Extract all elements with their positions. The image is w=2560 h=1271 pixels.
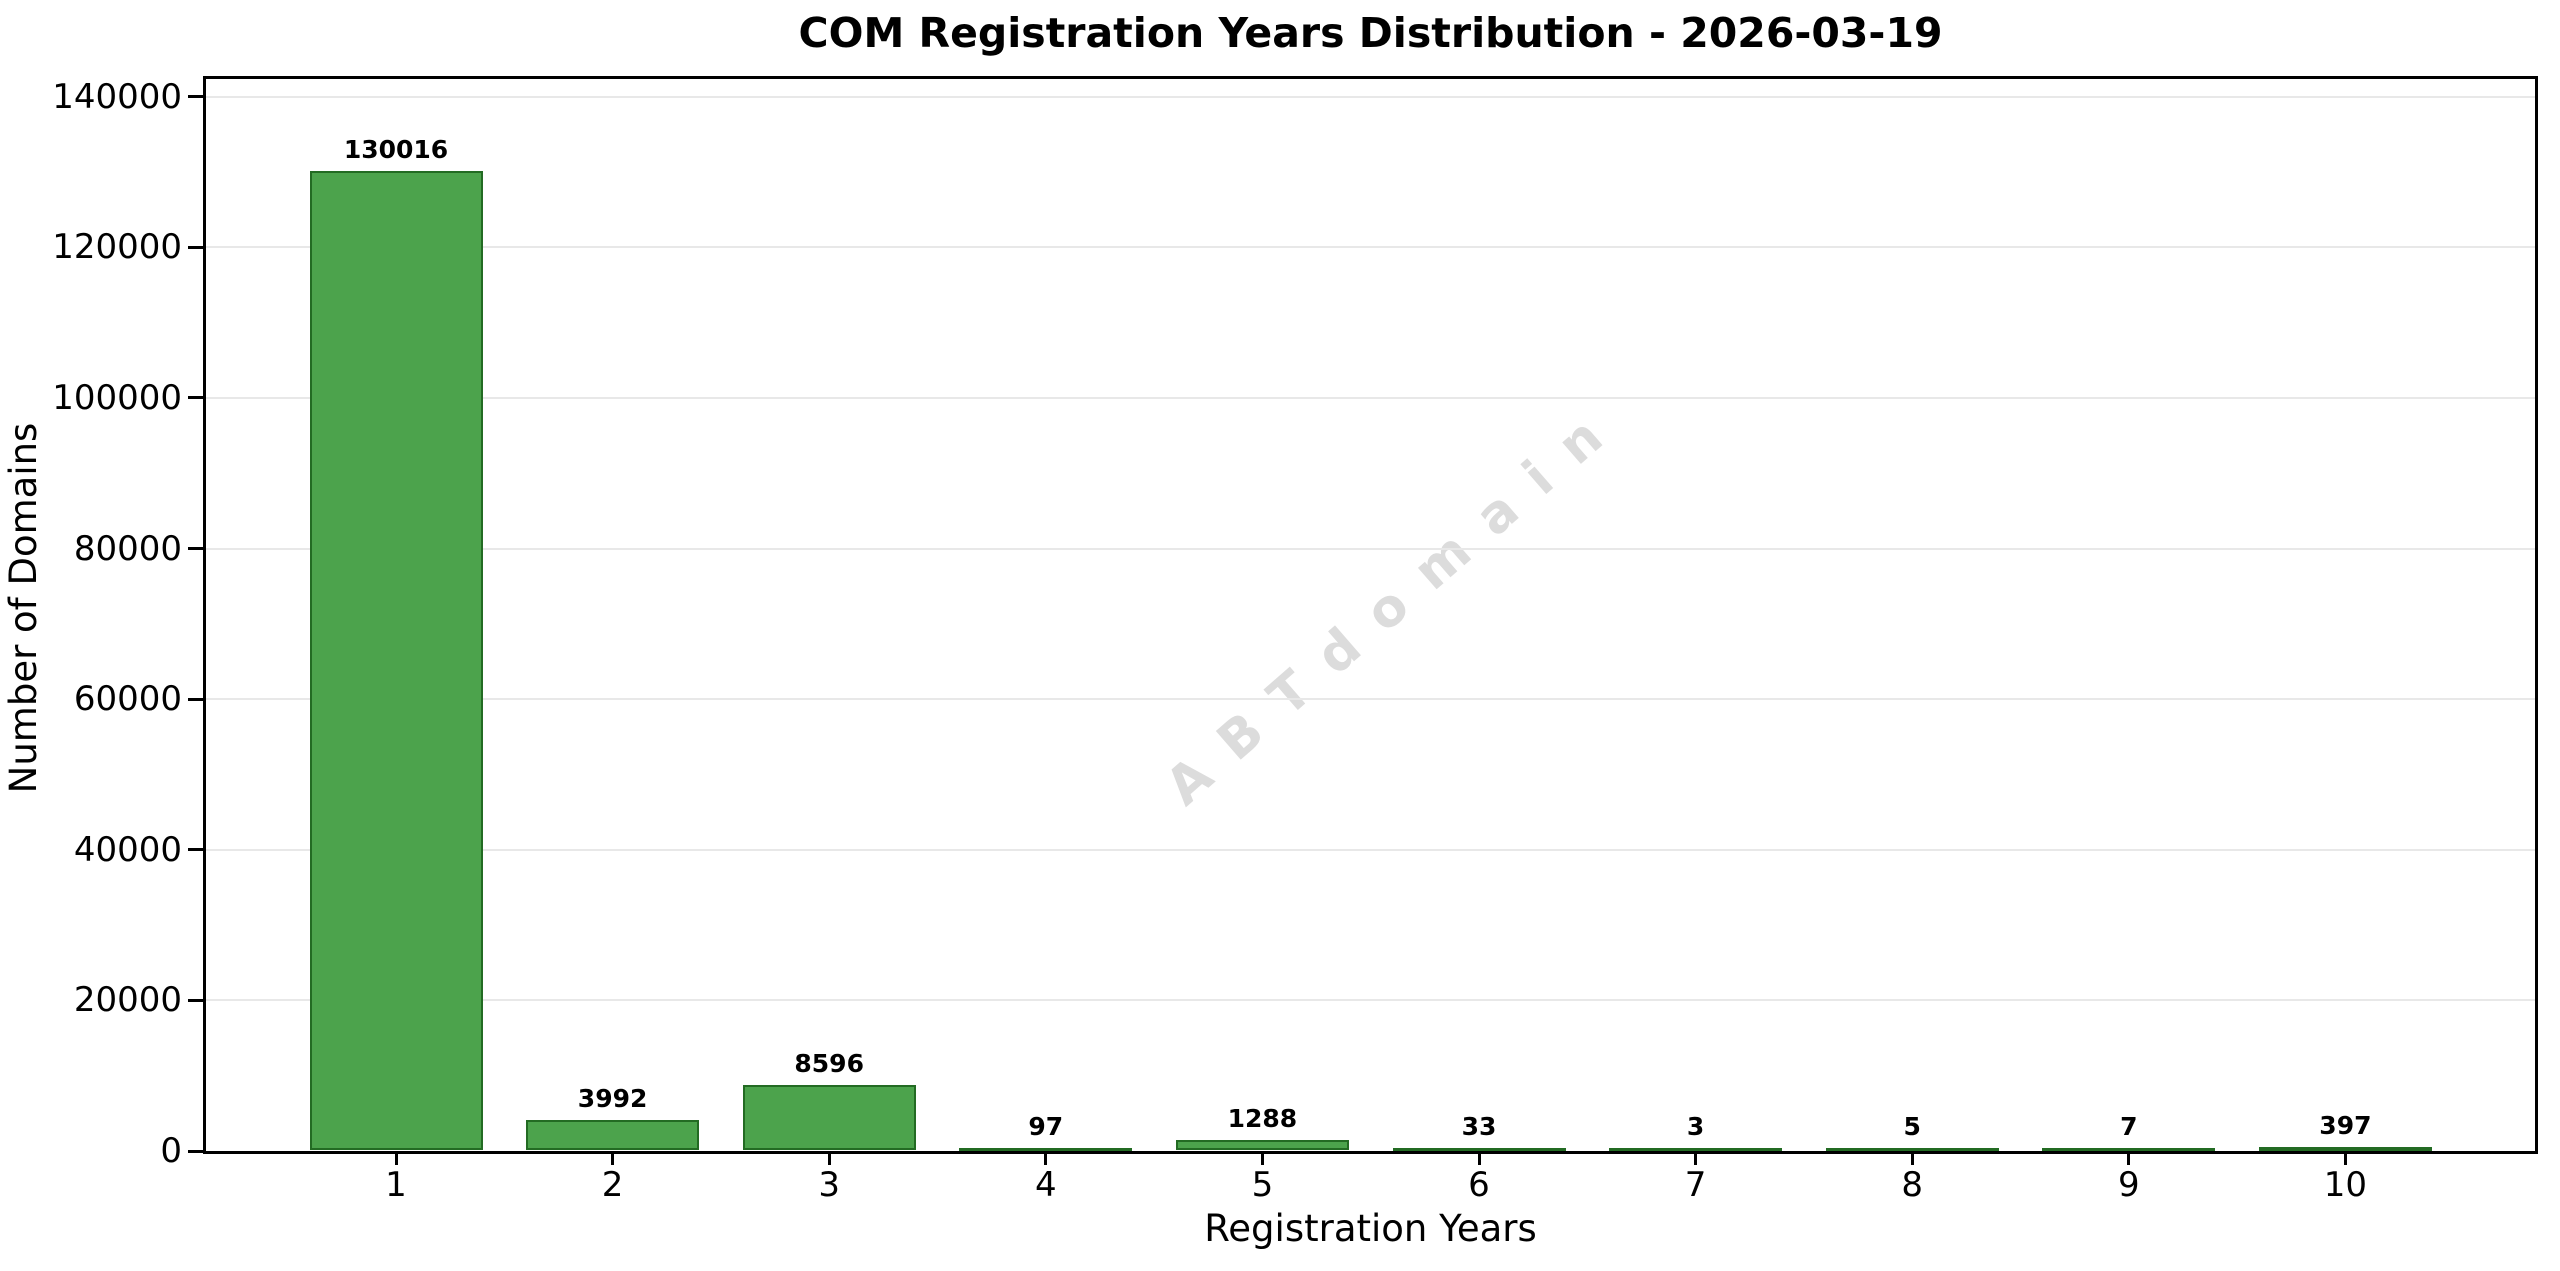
bar-value-label: 5 [1903, 1111, 1921, 1141]
bar [2042, 1147, 2216, 1152]
x-tick-label: 9 [2117, 1165, 2140, 1205]
y-gridline [206, 396, 2535, 399]
y-tick-mark [188, 1149, 203, 1153]
y-tick-label: 0 [160, 1131, 182, 1171]
bar-value-label: 1288 [1227, 1104, 1298, 1134]
y-gridline [206, 547, 2535, 550]
bar-value-label: 130016 [343, 134, 449, 164]
x-tick-label: 6 [1468, 1165, 1490, 1205]
y-tick-mark [188, 697, 203, 701]
bar [1175, 1140, 1349, 1150]
chart-title: COM Registration Years Distribution - 20… [798, 9, 1943, 57]
y-tick-mark [188, 95, 203, 99]
bar-value-label: 3 [1686, 1111, 1705, 1141]
bar-value-label: 7 [2120, 1111, 2138, 1141]
bar [526, 1119, 700, 1150]
x-tick-label: 3 [818, 1165, 840, 1205]
y-tick-label: 80000 [73, 528, 182, 569]
bar [1609, 1147, 1783, 1152]
bar [309, 170, 483, 1150]
y-gridline [206, 698, 2535, 701]
y-gridline [206, 848, 2535, 851]
y-tick-mark [188, 848, 203, 852]
x-tick-mark [1044, 1152, 1048, 1165]
x-tick-mark [1910, 1152, 1914, 1165]
bar [2258, 1147, 2432, 1151]
bar-value-label: 8596 [794, 1049, 864, 1079]
y-tick-label: 40000 [73, 829, 182, 870]
y-tick-label: 100000 [52, 377, 182, 418]
x-tick-label: 10 [2323, 1165, 2368, 1205]
x-tick-mark [1477, 1152, 1481, 1165]
y-tick-label: 120000 [52, 227, 182, 268]
x-tick-label: 5 [1251, 1165, 1274, 1205]
x-tick-label: 7 [1684, 1165, 1707, 1205]
x-tick-mark [611, 1152, 615, 1165]
x-tick-mark [1260, 1152, 1264, 1165]
watermark-text: ABTdomain [1154, 388, 1636, 818]
x-tick-mark [2127, 1152, 2131, 1165]
bar [1825, 1147, 1999, 1152]
bar-value-label: 397 [2319, 1111, 2372, 1140]
y-gridline [206, 999, 2535, 1002]
y-tick-label: 60000 [73, 679, 182, 720]
bar-value-label: 97 [1028, 1111, 1064, 1141]
y-gridline [206, 95, 2535, 98]
x-tick-mark [827, 1152, 831, 1165]
bar [1392, 1147, 1566, 1152]
y-tick-label: 140000 [52, 76, 182, 117]
bar [742, 1085, 916, 1150]
bar-value-label: 33 [1461, 1111, 1497, 1141]
x-tick-label: 8 [1901, 1165, 1923, 1205]
x-tick-mark [2343, 1152, 2347, 1165]
x-tick-mark [1694, 1152, 1698, 1165]
y-axis-label: Number of Domains [2, 422, 45, 794]
y-tick-mark [188, 998, 203, 1002]
x-axis-label: Registration Years [1204, 1207, 1537, 1250]
y-tick-mark [188, 547, 203, 551]
x-tick-label: 4 [1034, 1165, 1057, 1205]
bar [959, 1147, 1133, 1152]
y-gridline [206, 246, 2535, 249]
x-tick-mark [394, 1152, 398, 1165]
bar-value-label: 3992 [577, 1083, 648, 1113]
x-tick-label: 2 [601, 1165, 624, 1205]
y-tick-mark [188, 245, 203, 249]
y-tick-label: 20000 [73, 980, 182, 1021]
x-tick-label: 1 [385, 1165, 407, 1205]
y-tick-mark [188, 396, 203, 400]
